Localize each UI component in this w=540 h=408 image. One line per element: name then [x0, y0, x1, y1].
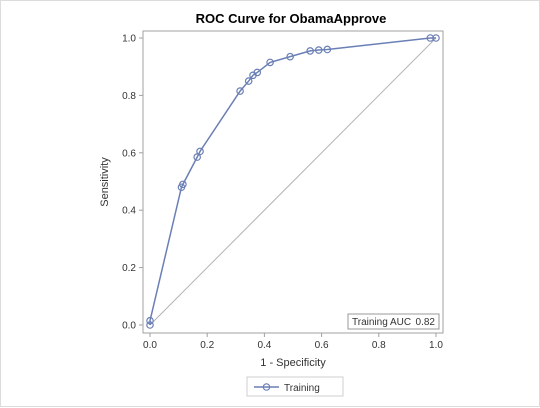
x-tick-label: 0.8: [372, 340, 386, 351]
x-tick-label: 1.0: [429, 340, 443, 351]
legend-label: Training: [284, 383, 320, 394]
data-point: [196, 147, 204, 156]
legend-swatch-marker: [262, 383, 271, 391]
data-point: [253, 68, 262, 77]
reference-diagonal-line: [149, 37, 437, 326]
reference-layer: [149, 37, 437, 326]
y-tick-label: 0.2: [122, 263, 136, 274]
data-point: [146, 316, 154, 325]
x-tick-label: 0.2: [200, 340, 214, 351]
auc-inset-box: [347, 313, 440, 330]
data-point: [323, 45, 332, 54]
x-axis-label: 1 - Specificity: [260, 357, 326, 369]
data-point: [179, 180, 187, 189]
x-tick-label: 0.6: [315, 340, 329, 351]
auc-label: Training AUC: [352, 317, 411, 328]
data-point: [146, 321, 154, 329]
y-tick-label: 0.8: [122, 91, 136, 102]
data-point: [286, 52, 294, 61]
x-tick-label: 0.0: [143, 340, 157, 351]
series-layer: [146, 34, 440, 329]
data-point: [244, 77, 253, 85]
data-point: [426, 34, 435, 42]
data-point: [236, 87, 244, 95]
data-point: [432, 34, 440, 42]
x-tick-label: 0.4: [257, 340, 271, 351]
data-point: [314, 46, 323, 54]
legend-box: [246, 376, 344, 397]
y-tick-label: 0.0: [122, 321, 136, 332]
y-tick-label: 0.6: [122, 148, 136, 159]
y-tick-label: 1.0: [122, 34, 136, 45]
data-point: [306, 47, 314, 55]
tick-layer: 0.0 0.2 0.4 0.6 0.8 1.0 0.0 0.2 0.4 0.6 0.8 1.0: [122, 34, 443, 352]
data-point: [193, 153, 201, 161]
data-point: [266, 58, 274, 67]
chart-title: ROC Curve for ObamaApprove: [196, 11, 387, 26]
y-tick-label: 0.4: [122, 206, 136, 217]
auc-value: 0.82: [416, 317, 436, 328]
y-axis-label: Sensitivity: [99, 157, 111, 207]
